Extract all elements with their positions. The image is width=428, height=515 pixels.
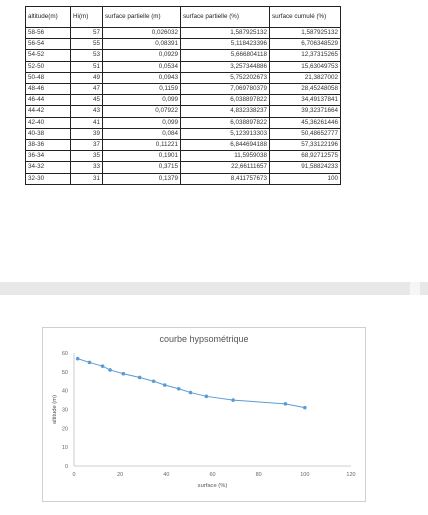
cell-surface-cumule: 57,33122196 (269, 139, 341, 152)
y-tick-label: 60 (62, 351, 68, 357)
data-point (283, 402, 288, 406)
data-point (87, 360, 92, 365)
y-tick-label: 50 (62, 370, 68, 376)
data-point (121, 371, 126, 376)
table-row: 50-48 49 0,0943 5,752202673 21,3827002 (25, 71, 341, 85)
data-point (108, 368, 112, 372)
cell-surface-cumule: 68,92712575 (269, 150, 341, 163)
table-row: 32-30 31 0,1379 8,411757673 100 (25, 172, 341, 185)
data-point (162, 383, 167, 387)
cell-surface-cumule: 34,49137841 (269, 94, 341, 107)
x-tick-label: 60 (209, 472, 215, 478)
cell-surface-cumule: 91,58824233 (269, 161, 341, 174)
cell-surface-cumule: 6,706348529 (269, 38, 341, 51)
data-point (151, 379, 156, 384)
cell-surface-cumule: 45,36261446 (269, 116, 341, 129)
x-tick-label: 120 (346, 472, 355, 478)
table-row: 38-36 37 0,11221 6,844694188 57,33122196 (25, 139, 341, 152)
cell-surface-cumule: 28,45248058 (269, 83, 341, 96)
cell-surface-cumule: 100 (269, 172, 341, 185)
table-row: 52-50 51 0,0534 3,257344886 15,63049753 (25, 60, 341, 73)
cell-hi: 31 (70, 172, 103, 185)
x-tick-label: 40 (163, 472, 169, 478)
cell-altitude: 32-30 (25, 172, 71, 185)
y-tick-label: 20 (62, 426, 68, 432)
data-point (231, 398, 235, 402)
cell-surface-cumule: 1,587925132 (269, 26, 341, 40)
cell-surface-cumule: 21,3827002 (269, 71, 341, 85)
table-row: 40-38 39 0,084 5,123913303 50,48652777 (25, 127, 341, 141)
page-separator-edge (410, 282, 420, 295)
chart-frame (42, 327, 366, 502)
chart-title: courbe hypsométrique (159, 334, 249, 344)
page-separator (0, 282, 428, 295)
data-point (188, 390, 193, 395)
cell-surface-cumule: 12,37315265 (269, 49, 341, 62)
table-row: 56-54 55 0,08391 5,118423396 6,706348529 (25, 38, 341, 51)
cell-surface-cumule: 15,63049753 (269, 60, 341, 73)
x-tick-label: 100 (300, 472, 309, 478)
cell-surface-cumule: 50,48652777 (269, 127, 341, 141)
column-header-surface-cumule: surface cumulé (%) (269, 6, 341, 28)
table-row: 42-40 41 0,099 6,038897822 45,36261446 (25, 116, 341, 129)
spreadsheet-page: altitude(m) Hi(m) surface partielle (m) … (25, 6, 341, 185)
y-tick-label: 30 (62, 408, 68, 414)
y-axis-label: altitude (m) (52, 395, 58, 424)
data-point (137, 375, 142, 380)
data-point (100, 364, 105, 368)
table-row: 48-46 47 0,1159 7,069780379 28,45248058 (25, 83, 341, 96)
x-axis-label: surface (%) (198, 483, 228, 489)
x-tick-label: 0 (72, 472, 75, 478)
table-body: 58-56 57 0,026032 1,587925132 1,587925132 56-… (25, 26, 341, 185)
table-row: 36-34 35 0,1901 11,5959038 68,92712575 (25, 150, 341, 163)
data-point (303, 405, 307, 410)
data-point (176, 386, 181, 391)
table-row: 46-44 45 0,099 6,038897822 34,49137841 (25, 94, 341, 107)
series-line (77, 358, 305, 409)
y-tick-label: 0 (65, 464, 68, 470)
x-tick-label: 20 (117, 472, 123, 478)
data-point (75, 356, 80, 361)
data-point (204, 394, 209, 399)
y-tick-label: 40 (62, 389, 68, 395)
y-tick-label: 10 (62, 445, 68, 451)
x-tick-label: 80 (256, 472, 262, 478)
hypsometric-data-table: altitude(m) Hi(m) surface partielle (m) … (25, 6, 341, 185)
cell-surface-cumule: 39,32371664 (269, 105, 341, 118)
